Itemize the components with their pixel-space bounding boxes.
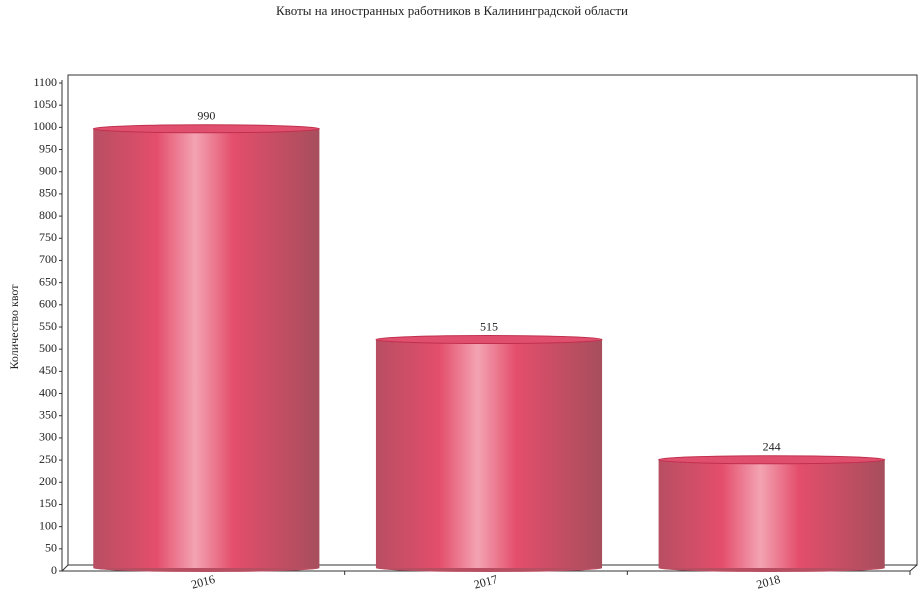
- y-tick-label: 400: [39, 385, 57, 399]
- value-label: 990: [197, 109, 215, 123]
- bar: [375, 339, 603, 568]
- bar-cap: [92, 124, 320, 134]
- y-tick-label: 200: [39, 474, 57, 488]
- x-tick-label: 2016: [190, 572, 217, 592]
- y-tick-label: 850: [39, 186, 57, 200]
- y-tick-label: 1100: [33, 75, 57, 89]
- y-tick-label: 750: [39, 230, 57, 244]
- y-axis-label: Количество квот: [7, 284, 21, 370]
- y-tick-label: 900: [39, 163, 57, 177]
- x-tick-label: 2017: [472, 572, 499, 592]
- y-tick-label: 950: [39, 141, 57, 155]
- y-tick-label: 300: [39, 430, 57, 444]
- y-tick-label: 50: [45, 541, 57, 555]
- y-tick-label: 1050: [33, 97, 57, 111]
- y-tick-label: 100: [39, 518, 57, 532]
- bar-cap: [658, 455, 886, 465]
- y-tick-label: 650: [39, 274, 57, 288]
- y-tick-label: 150: [39, 496, 57, 510]
- x-tick-label: 2018: [755, 572, 782, 592]
- y-tick-label: 450: [39, 363, 57, 377]
- y-tick-label: 700: [39, 252, 57, 266]
- bar-cap: [375, 335, 603, 345]
- value-label: 244: [763, 440, 781, 454]
- y-tick-label: 500: [39, 341, 57, 355]
- y-tick-label: 550: [39, 319, 57, 333]
- bar: [93, 128, 320, 569]
- y-tick-label: 800: [39, 208, 57, 222]
- chart-title: Квоты на иностранных работников в Калини…: [276, 3, 628, 18]
- y-tick-label: 350: [39, 407, 57, 421]
- y-tick-label: 600: [39, 297, 57, 311]
- y-tick-label: 250: [39, 452, 57, 466]
- y-tick-label: 1000: [33, 119, 57, 133]
- y-tick-label: 0: [51, 563, 57, 577]
- value-label: 515: [480, 319, 498, 333]
- bar: [658, 459, 885, 568]
